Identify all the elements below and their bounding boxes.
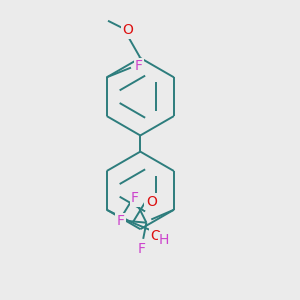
Text: F: F bbox=[135, 59, 143, 73]
Text: F: F bbox=[131, 191, 139, 206]
Text: H: H bbox=[159, 233, 169, 248]
Text: F: F bbox=[138, 242, 146, 256]
Text: O: O bbox=[151, 229, 162, 243]
Text: F: F bbox=[117, 214, 124, 228]
Text: O: O bbox=[122, 23, 133, 38]
Text: O: O bbox=[146, 195, 157, 209]
